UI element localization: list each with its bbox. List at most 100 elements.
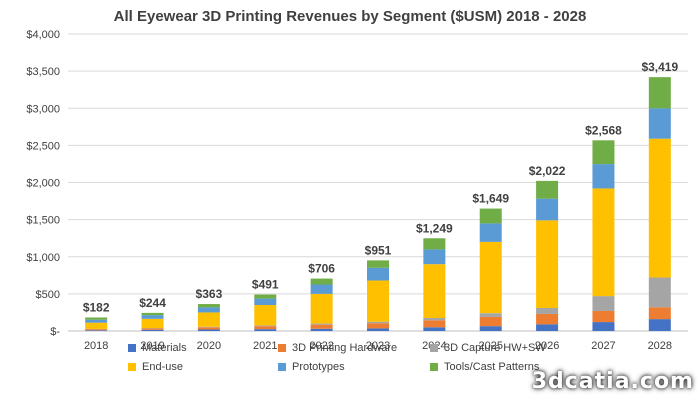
x-tick-label: 2018: [84, 340, 108, 352]
bar-segment-tools-cast-patterns: [254, 294, 277, 299]
total-data-label: $951: [365, 243, 392, 257]
y-tick-label: $1,000: [26, 252, 60, 264]
bar-segment-prototypes: [254, 298, 277, 306]
legend-swatch: [128, 363, 136, 371]
bar-segment-3d-printing-hardware: [367, 323, 389, 329]
bar-segment-3d-capture-hw-sw: [197, 326, 220, 328]
bar-segment-3d-capture-hw-sw: [310, 323, 333, 325]
bar-segment-3d-printing-hardware: [592, 310, 615, 323]
bar-segment-3d-printing-hardware: [197, 327, 220, 330]
bar-segment-end-use: [648, 138, 671, 278]
total-data-label: $2,568: [585, 123, 622, 137]
bar-segment-materials: [197, 329, 220, 331]
y-tick-label: $-: [50, 326, 60, 338]
bar-segment-tools-cast-patterns: [648, 77, 671, 109]
bar-segment-materials: [536, 324, 559, 331]
y-tick-label: $500: [36, 289, 60, 301]
bar-segment-tools-cast-patterns: [423, 238, 446, 250]
bar-segment-prototypes: [367, 267, 389, 281]
legend-item-3d-capture-hw-sw: 3D Capture HW+SW: [430, 342, 546, 354]
bar-segment-3d-capture-hw-sw: [423, 318, 446, 321]
watermark: 3dcatia.com: [531, 369, 694, 394]
legend-swatch: [128, 344, 136, 352]
x-tick-label: 2020: [197, 340, 221, 352]
x-tick-label: 2028: [648, 340, 672, 352]
bar-segment-end-use: [479, 241, 502, 314]
bar-segment-3d-printing-hardware: [423, 320, 446, 328]
bar-segment-end-use: [592, 188, 615, 297]
y-tick-label: $1,500: [26, 215, 60, 227]
x-tick-label: 2019: [140, 340, 164, 352]
x-tick-label: 2022: [309, 340, 333, 352]
total-data-label: $363: [196, 287, 223, 301]
total-data-label: $706: [308, 262, 335, 276]
y-axis-tick-labels: $- $500 $1,000 $1,500 $2,000 $2,500 $3,000 $3,5…: [26, 29, 60, 338]
bar-segment-end-use: [310, 293, 333, 324]
y-tick-label: $2,500: [26, 140, 60, 152]
bar-segment-end-use: [423, 264, 446, 319]
bar-segment-tools-cast-patterns: [536, 180, 559, 199]
x-axis-tick-labels: 2018201920202021202220232024202520262027…: [84, 340, 672, 352]
bar-segment-materials: [367, 328, 389, 331]
bar-segment-materials: [85, 330, 108, 331]
total-data-label: $3,419: [641, 60, 678, 74]
total-labels: $182 $244 $363 $491 $706 $951 $1,249 $1,649 $2,0…: [83, 60, 679, 314]
x-tick-label: 2025: [478, 340, 502, 352]
bar-segment-prototypes: [648, 108, 671, 139]
bar-segment-prototypes: [423, 249, 446, 265]
x-tick-label: 2026: [535, 340, 559, 352]
bar-segment-3d-printing-hardware: [479, 316, 502, 327]
bar-segment-materials: [310, 328, 333, 331]
legend-item-end-use: End-use: [128, 361, 183, 373]
bar-segment-prototypes: [85, 319, 108, 323]
x-tick-label: 2023: [366, 340, 390, 352]
bar-segment-3d-capture-hw-sw: [254, 325, 277, 327]
bar-segment-prototypes: [592, 164, 615, 189]
bar-segment-end-use: [367, 280, 389, 322]
bar-segment-3d-capture-hw-sw: [367, 321, 389, 324]
bar-segment-materials: [479, 326, 502, 331]
bar-segment-3d-printing-hardware: [254, 326, 277, 330]
bar-segment-tools-cast-patterns: [479, 208, 502, 224]
bar-segment-materials: [141, 329, 164, 331]
y-tick-label: $4,000: [26, 29, 60, 41]
y-tick-label: $2,000: [26, 178, 60, 190]
bar-segment-end-use: [536, 220, 559, 308]
legend-item-materials: Materials: [128, 342, 187, 354]
bar-segment-end-use: [85, 322, 108, 329]
bar-segment-prototypes: [197, 307, 220, 313]
legend-item-tools-cast-patterns: Tools/Cast Patterns: [430, 361, 539, 373]
legend-item-3d-printing-hardware: 3D Printing Hardware: [278, 342, 397, 354]
bar-segment-prototypes: [479, 223, 502, 242]
bar-segment-tools-cast-patterns: [310, 278, 333, 285]
bar-segment-tools-cast-patterns: [592, 140, 615, 165]
legend-label: Tools/Cast Patterns: [444, 361, 540, 373]
legend-swatch: [278, 363, 286, 371]
legend-item-prototypes: Prototypes: [278, 361, 345, 373]
legend-label: Materials: [142, 342, 187, 354]
y-tick-label: $3,500: [26, 66, 60, 78]
legend-label: End-use: [142, 361, 183, 373]
legend-swatch: [430, 363, 438, 371]
legend-label: 3D Printing Hardware: [292, 342, 398, 354]
bar-segment-materials: [423, 327, 446, 331]
bar-segment-3d-capture-hw-sw: [536, 307, 559, 314]
bar-segment-tools-cast-patterns: [141, 312, 164, 316]
bar-segment-materials: [592, 322, 615, 331]
bar-segment-3d-capture-hw-sw: [479, 313, 502, 317]
bar-segment-materials: [648, 319, 671, 331]
legend-label: Prototypes: [292, 361, 345, 373]
bar-stacks: [85, 77, 671, 331]
bar-segment-prototypes: [310, 284, 333, 294]
bar-segment-3d-printing-hardware: [310, 324, 333, 329]
bar-segment-3d-printing-hardware: [648, 307, 671, 320]
legend-swatch: [278, 344, 286, 352]
bar-segment-tools-cast-patterns: [367, 260, 389, 268]
x-tick-label: 2027: [591, 340, 615, 352]
total-data-label: $244: [139, 296, 166, 310]
bar-segment-materials: [254, 329, 277, 331]
total-data-label: $182: [83, 300, 110, 314]
bar-segment-end-use: [141, 318, 164, 329]
bar-segment-prototypes: [536, 198, 559, 221]
bar-segment-3d-capture-hw-sw: [648, 277, 671, 308]
